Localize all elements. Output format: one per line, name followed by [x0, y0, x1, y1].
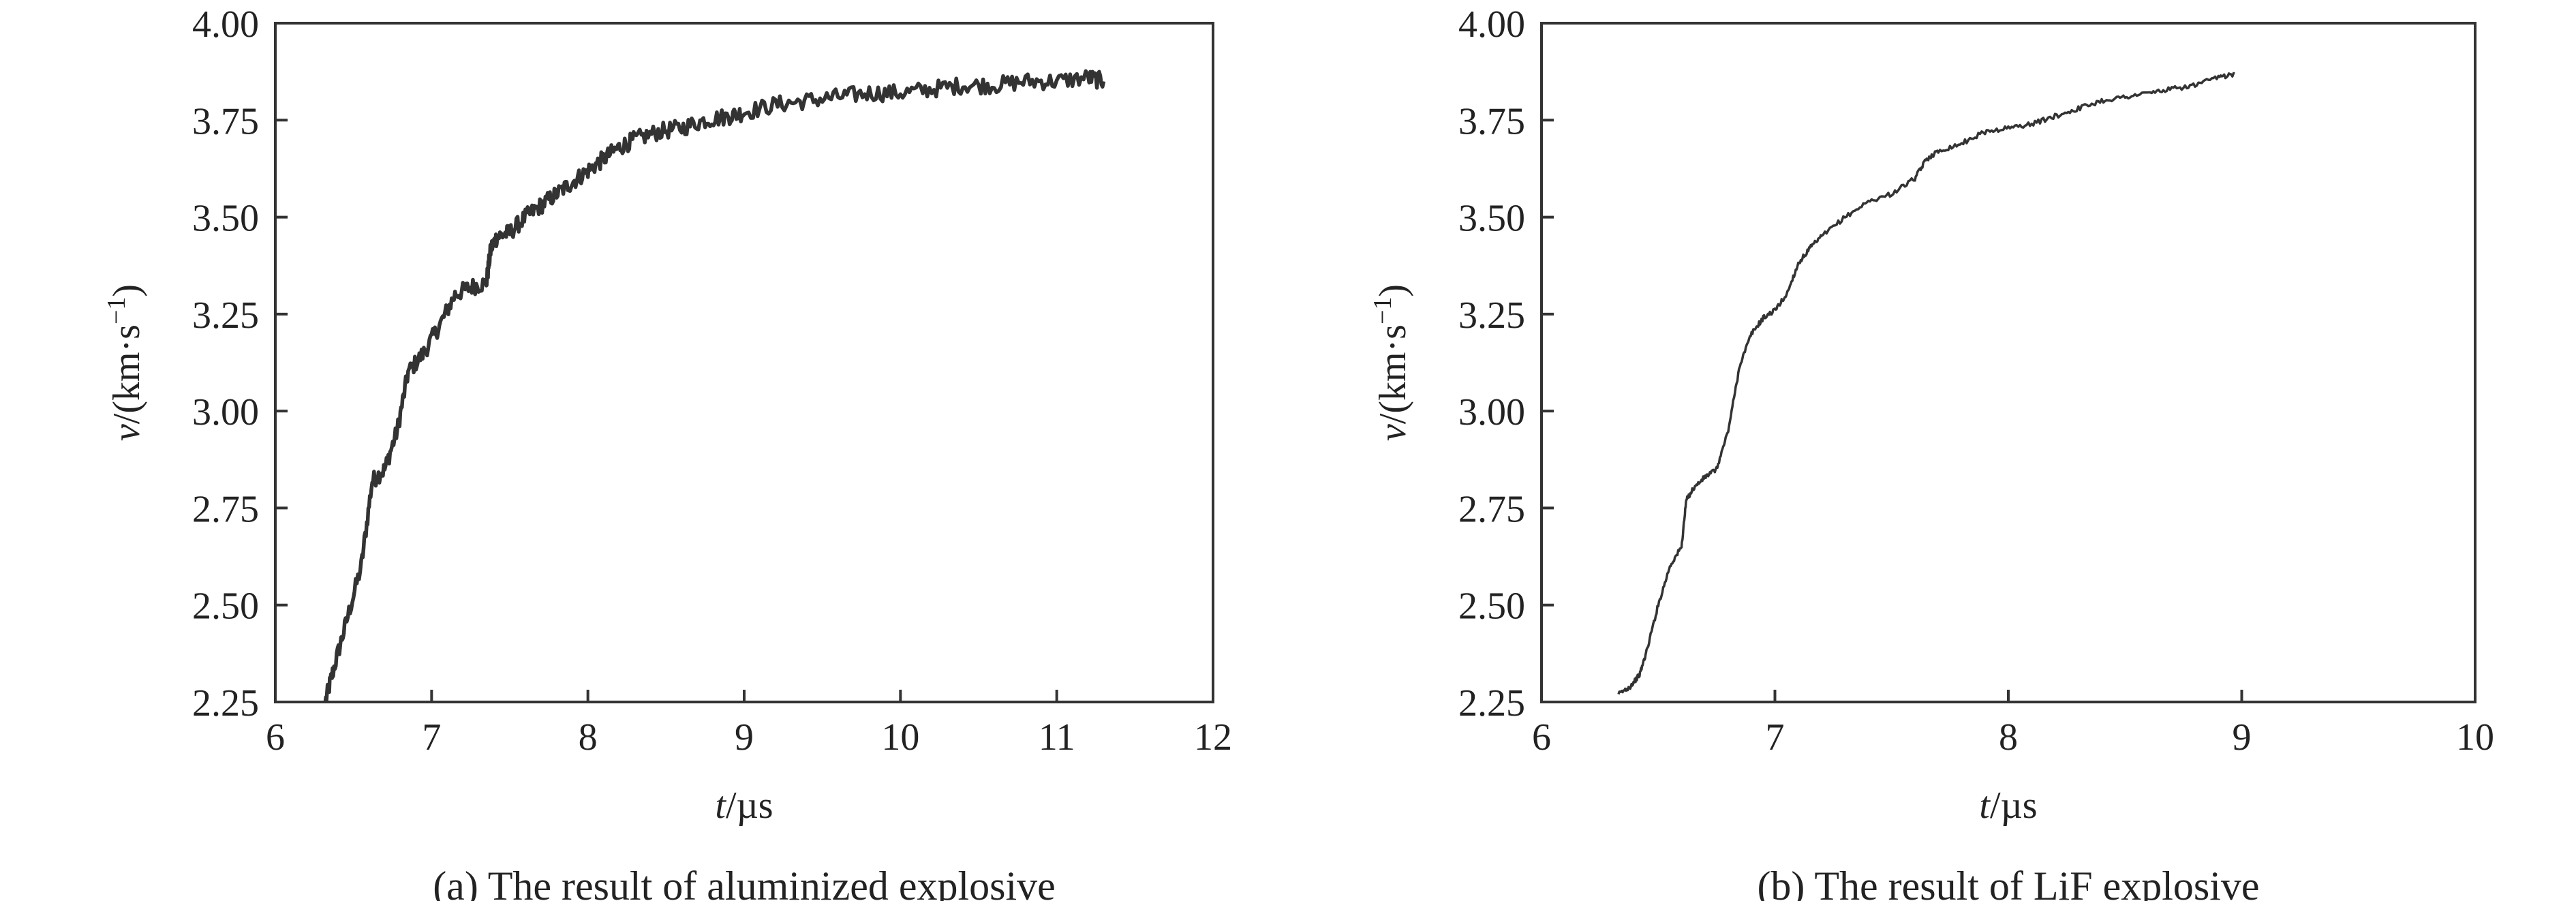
y-axis-unit-post: )	[1372, 284, 1414, 297]
x-tick-label: 6	[1532, 716, 1551, 759]
x-axis-label: t/µs	[1979, 784, 2037, 827]
y-axis-unit-sup: −1	[102, 297, 131, 324]
y-axis-var: v	[1372, 424, 1414, 441]
y-tick-label: 2.25	[1458, 682, 1525, 724]
x-tick-label: 7	[1766, 716, 1785, 759]
x-tick-label: 7	[422, 716, 441, 759]
tick-labels: 6 7 8 9 10 11 12 2.25 2.50 2.75 3.00 3.25 3.50 3.75 4.…	[192, 3, 1232, 759]
y-tick-label: 2.25	[192, 682, 259, 724]
y-tick-label: 3.50	[1458, 198, 1525, 240]
y-tick-label: 2.75	[1458, 488, 1525, 530]
axis-ticks	[274, 22, 1214, 703]
y-axis-unit-post: )	[106, 284, 148, 297]
y-tick-label: 3.25	[192, 294, 259, 337]
velocity-curve-aluminized	[323, 69, 1106, 703]
caption-a: (a) The result of aluminized explosive	[433, 864, 1056, 901]
y-axis-unit-pre: /(km·s	[106, 324, 148, 424]
y-tick-label: 3.75	[1458, 100, 1525, 142]
chart-panel-aluminized: 6 7 8 9 10 11 12 2.25 2.50 2.75 3.00 3.25 3.50 3.75 4.…	[102, 3, 1232, 901]
y-axis-unit-sup: −1	[1368, 297, 1397, 324]
x-tick-label: 8	[1999, 716, 2018, 759]
y-axis-label: v/(km·s−1)	[102, 284, 148, 441]
y-tick-label: 2.50	[1458, 585, 1525, 628]
x-tick-label: 10	[2456, 716, 2494, 759]
x-tick-label: 9	[735, 716, 754, 759]
axis-ticks	[1540, 22, 2477, 703]
x-tick-label: 11	[1039, 716, 1075, 759]
y-tick-label: 3.00	[1458, 391, 1525, 433]
x-tick-label: 10	[881, 716, 919, 759]
velocity-curve-lif	[1617, 72, 2235, 695]
y-tick-label: 2.50	[192, 585, 259, 628]
plot-frame	[1540, 22, 2477, 703]
caption-b: (b) The result of LiF explosive	[1757, 864, 2259, 901]
x-tick-label: 6	[266, 716, 285, 759]
y-tick-label: 3.00	[192, 391, 259, 433]
x-axis-var: t	[1979, 784, 1991, 827]
y-tick-label: 3.75	[192, 100, 259, 142]
y-axis-label: v/(km·s−1)	[1368, 284, 1414, 441]
chart-panel-lif: 6 7 8 9 10 2.25 2.50 2.75 3.00 3.25 3.50 3.75 4.00 t…	[1368, 3, 2494, 901]
y-tick-label: 3.25	[1458, 294, 1525, 337]
y-tick-label: 3.50	[192, 198, 259, 240]
tick-labels: 6 7 8 9 10 2.25 2.50 2.75 3.00 3.25 3.50 3.75 4.00	[1458, 3, 2494, 759]
y-tick-label: 4.00	[1458, 3, 1525, 46]
y-axis-var: v	[106, 424, 148, 441]
y-tick-label: 2.75	[192, 488, 259, 530]
x-axis-label: t/µs	[715, 784, 773, 827]
x-tick-label: 12	[1194, 716, 1232, 759]
y-tick-label: 4.00	[192, 3, 259, 46]
x-axis-unit: /µs	[1990, 784, 2038, 827]
y-axis-unit-pre: /(km·s	[1372, 324, 1414, 424]
x-tick-label: 8	[579, 716, 598, 759]
x-axis-var: t	[715, 784, 726, 827]
x-tick-label: 9	[2233, 716, 2252, 759]
x-axis-unit: /µs	[726, 784, 773, 827]
